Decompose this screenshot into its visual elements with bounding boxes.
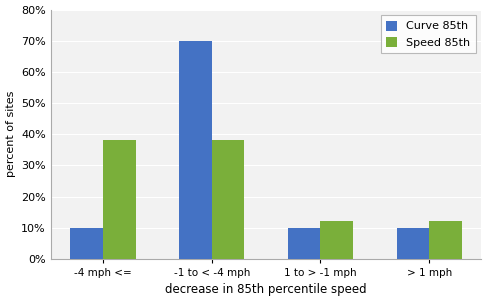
- Bar: [429, 221, 462, 259]
- X-axis label: decrease in 85th percentile speed: decrease in 85th percentile speed: [165, 284, 367, 297]
- Bar: [212, 140, 244, 259]
- Legend: Curve 85th, Speed 85th: Curve 85th, Speed 85th: [381, 15, 476, 53]
- Bar: [70, 228, 103, 259]
- Bar: [179, 41, 212, 259]
- Y-axis label: percent of sites: percent of sites: [5, 91, 16, 177]
- Bar: [288, 228, 320, 259]
- Bar: [103, 140, 135, 259]
- Bar: [396, 228, 429, 259]
- Bar: [320, 221, 353, 259]
